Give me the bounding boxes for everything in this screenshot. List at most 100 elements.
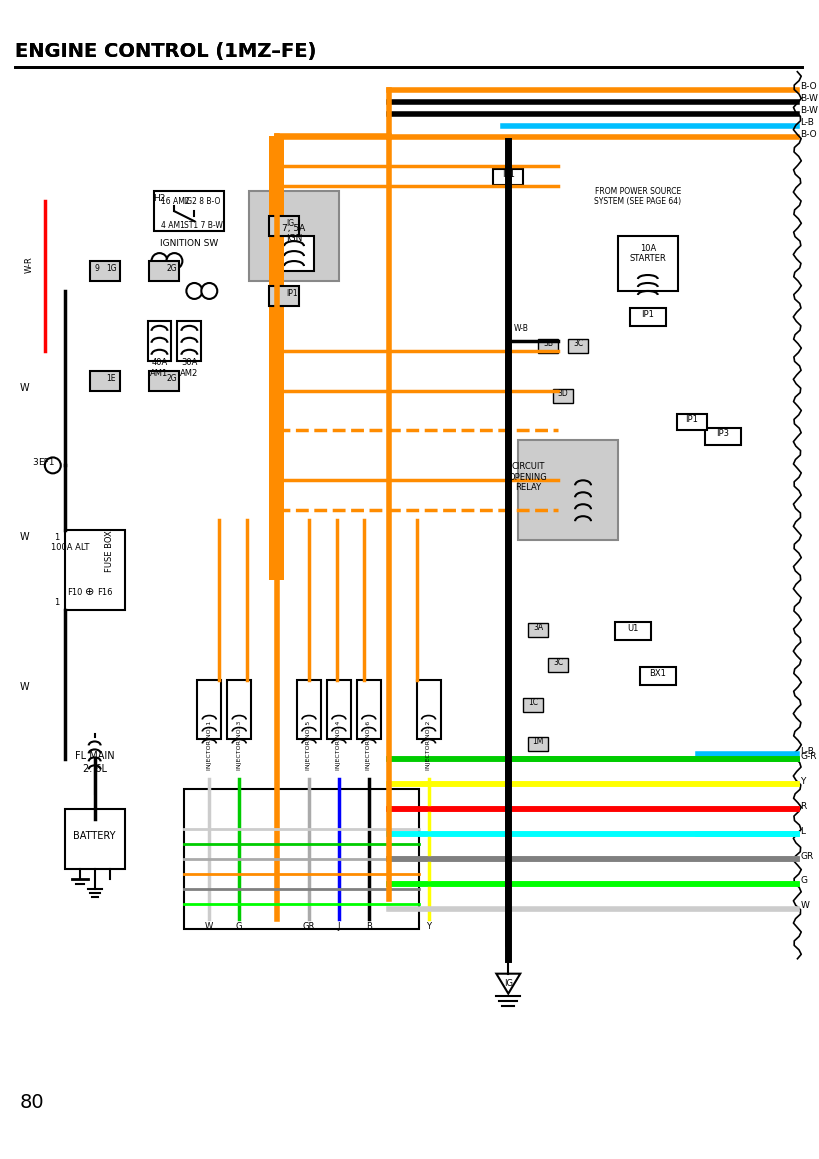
Text: 3C: 3C [552,657,563,666]
Text: 2G: 2G [166,373,177,382]
Text: ⊕: ⊕ [85,586,94,597]
Text: W: W [20,681,29,692]
Text: 1C: 1C [527,698,537,707]
Circle shape [186,283,202,299]
Text: 9: 9 [94,264,99,274]
Bar [523,698,542,712]
Text: F10: F10 [67,588,83,597]
Text: IP1: IP1 [501,170,514,180]
Text: IGNITION SW: IGNITION SW [160,239,218,248]
Text: Y: Y [426,921,431,931]
Text: BX1: BX1 [649,669,665,678]
Text: INJECTOR NO. 2: INJECTOR NO. 2 [426,721,431,771]
Text: IG: IG [503,978,512,987]
Bar [269,217,299,236]
Bar [676,414,706,430]
Bar [639,666,675,685]
Bar [269,137,283,580]
Bar [65,809,124,869]
Bar [629,308,665,326]
Text: 30A
AM2: 30A AM2 [180,358,198,378]
Bar [527,622,547,636]
Text: IP1: IP1 [685,415,697,423]
Text: W: W [205,921,213,931]
Text: INJECTOR NO. 6: INJECTOR NO. 6 [366,721,371,771]
Text: GR: GR [302,921,314,931]
Text: EF1: EF1 [38,458,55,467]
Text: L-B: L-B [799,118,813,127]
Text: G-R: G-R [799,752,816,761]
Text: IP1: IP1 [286,289,297,298]
Bar [177,321,201,360]
Bar [65,530,124,610]
Bar [184,789,418,928]
Text: W-B: W-B [513,323,527,333]
Bar [416,679,440,739]
Circle shape [45,458,61,473]
Bar [274,236,314,271]
Text: B-O: B-O [799,130,816,139]
Text: R: R [799,802,806,811]
Text: 7, 5A
IGN: 7, 5A IGN [282,224,305,243]
Text: INJECTOR NO. 5: INJECTOR NO. 5 [306,721,311,771]
Text: L-B: L-B [799,746,813,756]
Text: Y: Y [799,777,805,786]
Text: IP3: IP3 [715,430,728,438]
Text: INJECTOR NO. 3: INJECTOR NO. 3 [237,721,242,771]
Circle shape [166,253,182,269]
Bar [553,388,572,402]
Text: 1: 1 [55,533,60,542]
Text: 3: 3 [32,458,38,467]
Text: B: B [365,921,371,931]
Text: ST1 7 B-W: ST1 7 B-W [184,221,223,231]
Text: B-W: B-W [799,94,817,103]
Text: F16: F16 [97,588,112,597]
Text: IG: IG [286,219,294,228]
Bar [249,191,338,280]
Bar [89,261,120,280]
Text: W: W [20,532,29,542]
Text: 1: 1 [55,598,60,607]
Text: IG2 8 B-O: IG2 8 B-O [184,197,220,206]
Text: ENGINE CONTROL (1MZ–FE): ENGINE CONTROL (1MZ–FE) [15,42,316,60]
Text: ENGINE CONTROL (1MZ–FE): ENGINE CONTROL (1MZ–FE) [15,42,316,60]
Bar [296,679,320,739]
Bar [493,169,523,185]
Text: BATTERY: BATTERY [74,831,115,841]
Text: CIRCUIT
OPENING
RELAY: CIRCUIT OPENING RELAY [509,462,547,493]
Text: 3B: 3B [542,338,553,348]
Bar [614,622,650,640]
Bar [537,338,558,352]
Text: FROM POWER SOURCE: FROM POWER SOURCE [594,188,680,196]
Bar [547,658,568,672]
Bar [356,679,380,739]
Text: W: W [20,382,29,393]
Bar [269,286,299,306]
Text: B-W: B-W [799,107,817,115]
Polygon shape [495,974,519,993]
Text: H2: H2 [153,195,165,203]
Bar [149,371,179,391]
Text: L: L [799,826,804,836]
Bar [227,679,251,739]
Text: 10A
STARTER: 10A STARTER [629,243,665,263]
Text: 1G: 1G [106,264,117,274]
Bar [518,440,618,540]
Bar [618,236,677,291]
Text: B-O: B-O [799,82,816,92]
Circle shape [201,283,217,299]
Text: INJECTOR NO. 1: INJECTOR NO. 1 [206,721,211,771]
Text: GR: GR [799,852,812,861]
Text: 3A: 3A [532,622,543,632]
Bar [154,191,224,231]
Text: 40A
AM1: 40A AM1 [150,358,169,378]
Text: 3D: 3D [557,388,568,398]
Text: SYSTEM (SEE PAGE 64): SYSTEM (SEE PAGE 64) [594,197,681,206]
Text: G: G [799,876,807,885]
Text: 2G: 2G [166,264,177,274]
Circle shape [152,253,167,269]
Text: 1M: 1M [532,737,543,746]
Bar [527,737,547,751]
Text: 1E: 1E [106,373,116,382]
Text: 4 AM1: 4 AM1 [161,221,185,231]
